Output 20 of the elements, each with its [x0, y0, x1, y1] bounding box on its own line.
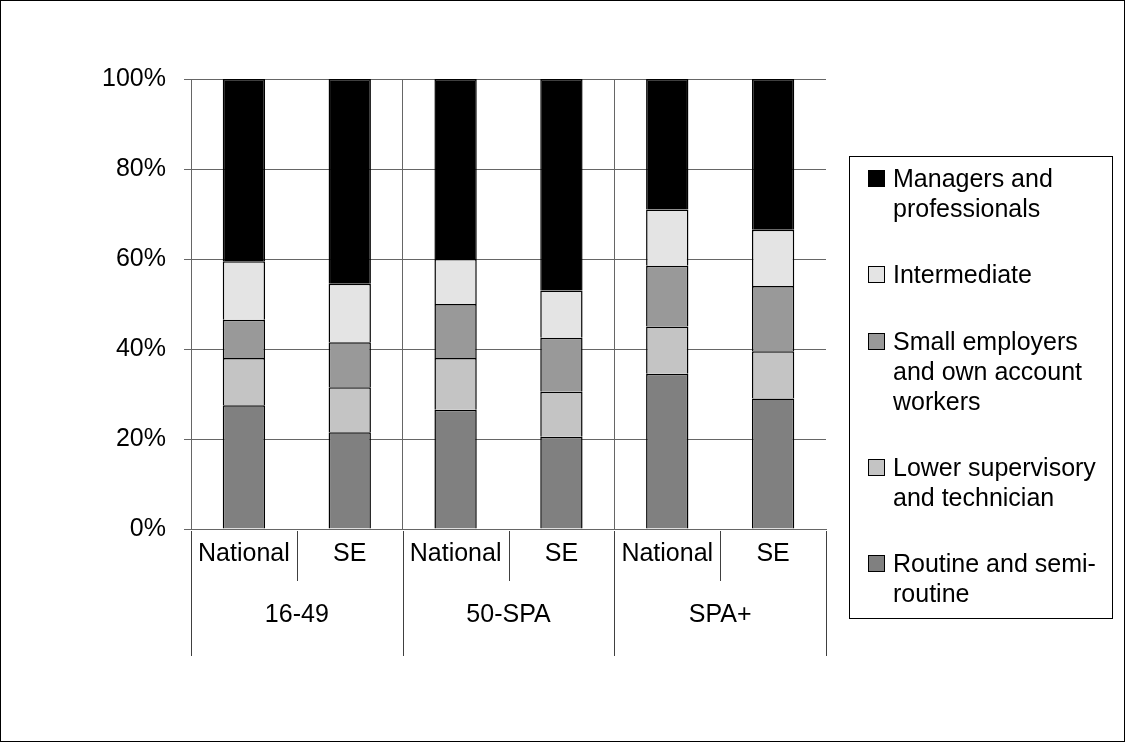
text: 50-SPA	[466, 598, 551, 627]
x-tick-label: National	[198, 537, 290, 566]
y-tick-label: 40%	[115, 332, 166, 361]
legend-label: Lower supervisory and technician	[893, 451, 1097, 512]
y-tick-label: 80%	[115, 152, 166, 181]
x-tick-label: SE	[756, 537, 790, 566]
y-tick-label: 60%	[115, 242, 166, 271]
x-tick-label: National	[621, 537, 714, 566]
legend-label: Intermediate	[893, 259, 1033, 290]
x-tick-label: National	[409, 537, 502, 566]
legend-label: Small employers and own account workers	[893, 325, 1084, 416]
text: 16-49	[264, 598, 329, 627]
x-tick-label: SE	[333, 537, 367, 566]
y-tick-label: 20%	[115, 422, 166, 451]
y-tick-label: 100%	[102, 62, 166, 91]
y-tick-label: 0%	[129, 512, 166, 541]
x-tick-label: SE	[544, 537, 579, 566]
legend-label: Managers and professionals	[893, 163, 1054, 223]
text: SPA+	[688, 598, 752, 627]
legend-label: Routine and semi-routine	[893, 548, 1097, 608]
